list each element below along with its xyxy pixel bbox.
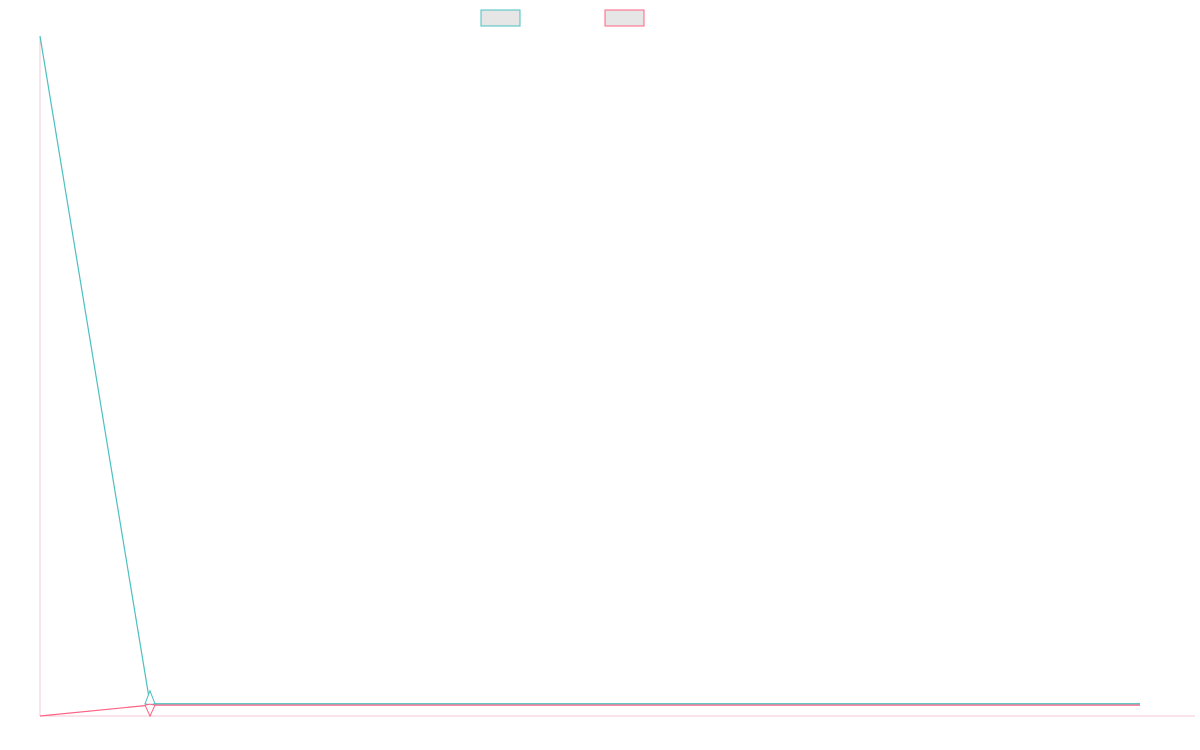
series-line-1 — [39, 35, 1140, 705]
legend-swatch-2 — [604, 9, 645, 27]
series-line-2 — [39, 704, 1140, 717]
data-point-marker-1 — [144, 689, 156, 706]
legend-swatch-1 — [480, 9, 521, 27]
data-point-marker-2 — [144, 703, 156, 718]
